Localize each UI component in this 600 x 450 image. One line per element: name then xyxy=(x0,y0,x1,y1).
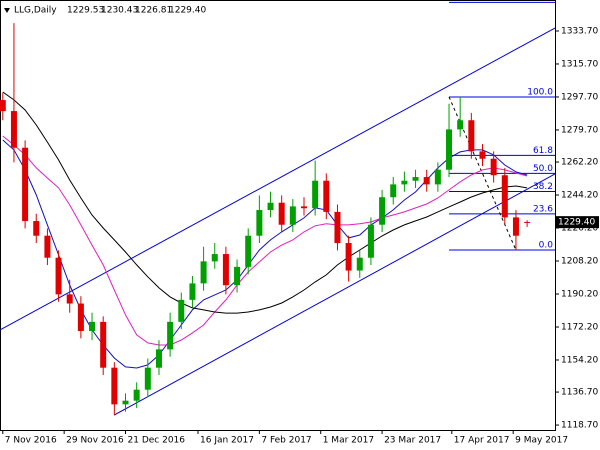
x-tick-label: 7 Feb 2017 xyxy=(261,436,311,446)
candle-body xyxy=(345,243,352,271)
x-tick-label: 9 May 2017 xyxy=(515,436,568,446)
candle-body xyxy=(66,294,73,304)
fib-label: 50.0 xyxy=(533,164,553,174)
candle-body xyxy=(111,367,118,405)
x-tick-label: 1 Mar 2017 xyxy=(323,436,374,446)
candle-body xyxy=(178,299,185,322)
candle-body xyxy=(312,180,319,209)
candle-body xyxy=(412,177,419,181)
candle-body xyxy=(89,321,96,332)
x-tick-label: 16 Jan 2017 xyxy=(200,436,254,446)
candle-body xyxy=(144,367,151,390)
header: LLG,Daily 1229.53 1230.43 1226.81 1229.4… xyxy=(14,6,206,16)
fib-label: 61.8 xyxy=(533,146,553,156)
candle-body xyxy=(222,254,229,286)
x-tick-label: 23 Mar 2017 xyxy=(384,436,441,446)
candle-body xyxy=(367,224,374,258)
candle-body xyxy=(245,235,252,267)
candle-body xyxy=(0,100,6,112)
candle-body xyxy=(234,266,241,286)
candle-body xyxy=(10,111,17,148)
x-tick-label: 29 Nov 2016 xyxy=(66,436,124,446)
candle-body xyxy=(155,349,162,368)
moving-average xyxy=(2,135,528,346)
channel-line xyxy=(0,27,556,331)
y-tick-label: 1315.70 xyxy=(561,59,598,69)
candle-body xyxy=(211,254,218,262)
candle-body xyxy=(256,210,263,236)
candle-body xyxy=(278,202,285,225)
y-tick-label: 1244.20 xyxy=(561,191,598,201)
fib-label: 38.2 xyxy=(533,182,553,192)
price-tag xyxy=(555,216,599,229)
candle-body xyxy=(356,257,363,271)
fib-label: 161.8 xyxy=(527,0,553,3)
y-tick-label: 1208.20 xyxy=(561,257,598,267)
fib-label: 23.6 xyxy=(533,204,553,214)
candle-body xyxy=(490,158,497,176)
candle-body xyxy=(501,175,508,218)
candle-body xyxy=(200,261,207,284)
y-tick-label: 1333.70 xyxy=(561,26,598,36)
candle-body xyxy=(334,211,341,244)
candle-body xyxy=(100,321,107,368)
candle-body xyxy=(423,177,430,185)
candle-body xyxy=(457,120,464,130)
candle-body xyxy=(122,400,129,405)
price-tag-label: 1229.40 xyxy=(558,218,595,228)
fib-label: 0.0 xyxy=(539,241,554,251)
plot-frame xyxy=(0,0,556,431)
candle-body xyxy=(446,129,453,170)
candle-body xyxy=(189,283,196,300)
candle-body xyxy=(289,206,296,225)
y-tick-label: 1172.20 xyxy=(561,322,598,332)
candle-body xyxy=(390,184,397,198)
candle-body xyxy=(479,151,486,159)
candle-body xyxy=(133,389,140,401)
y-tick-label: 1154.20 xyxy=(561,355,598,365)
candle-body xyxy=(401,180,408,185)
menu-icon xyxy=(4,8,10,13)
candle-body xyxy=(300,206,307,209)
close-label: 1229.40 xyxy=(169,6,206,16)
candle-body xyxy=(44,235,51,258)
candle-body xyxy=(167,321,174,350)
open-label: 1229.53 xyxy=(67,6,104,16)
y-tick-label: 1226.20 xyxy=(561,224,598,234)
y-tick-label: 1262.20 xyxy=(561,158,598,168)
candle-body xyxy=(468,120,475,152)
candle-body xyxy=(33,221,40,236)
candle-body xyxy=(434,169,441,185)
candle-body xyxy=(524,221,531,223)
x-tick-label: 17 Apr 2017 xyxy=(454,436,510,446)
y-tick-label: 1190.20 xyxy=(561,289,598,299)
x-tick-label: 7 Nov 2016 xyxy=(5,436,57,446)
candle-body xyxy=(22,147,29,222)
candle-body xyxy=(512,217,519,236)
y-tick-label: 1297.70 xyxy=(561,92,598,102)
y-tick-label: 1279.70 xyxy=(561,125,598,135)
candle-body xyxy=(77,303,84,332)
candle-body xyxy=(323,180,330,212)
candle-body xyxy=(379,197,386,225)
candle-body xyxy=(267,202,274,211)
candle-body xyxy=(55,257,62,295)
high-label: 1230.43 xyxy=(101,6,138,16)
y-tick-label: 1136.70 xyxy=(561,388,598,398)
symbol: LLG,Daily xyxy=(14,6,57,16)
y-tick-label: 1118.70 xyxy=(561,421,598,431)
moving-average xyxy=(2,91,528,314)
low-label: 1226.81 xyxy=(135,6,172,16)
fib-label: 100.0 xyxy=(527,87,553,97)
x-tick-label: 21 Dec 2016 xyxy=(128,436,186,446)
